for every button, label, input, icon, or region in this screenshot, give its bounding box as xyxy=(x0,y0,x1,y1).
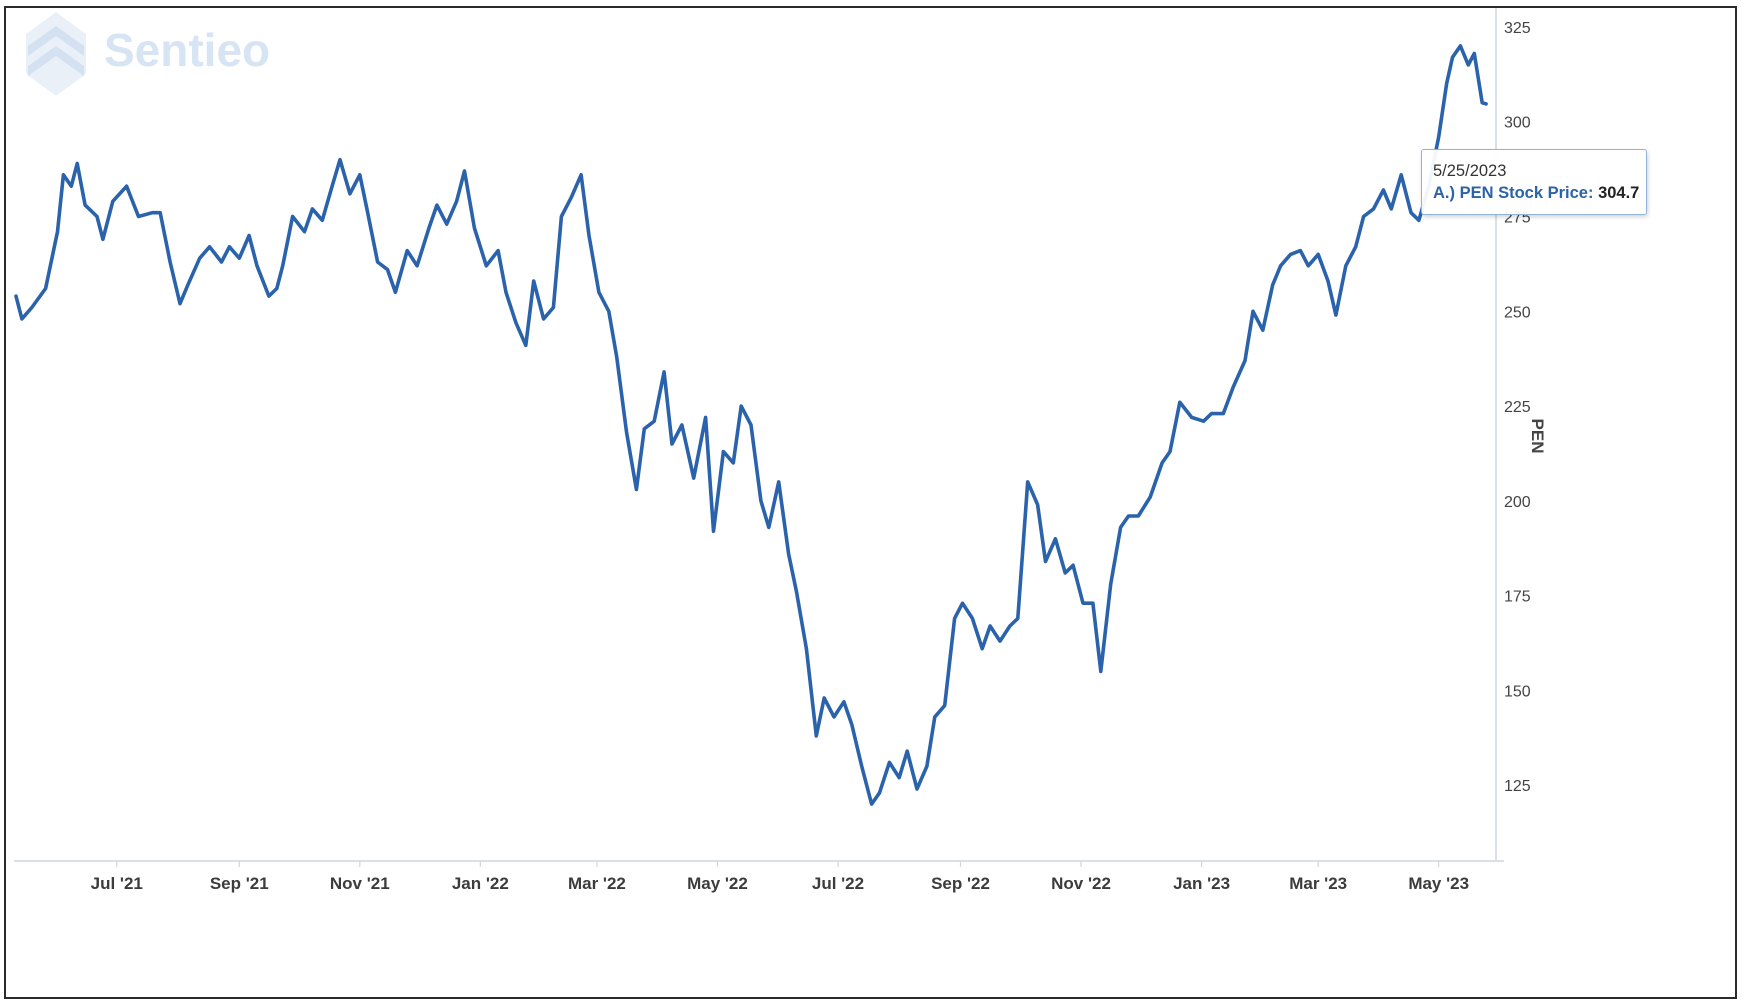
y-tick-label: 200 xyxy=(1504,494,1531,511)
x-tick-label: Sep '22 xyxy=(931,874,990,893)
x-tick-label: Mar '23 xyxy=(1289,874,1347,893)
x-tick-label: Nov '22 xyxy=(1051,874,1111,893)
series-line-pen-stock-price xyxy=(14,44,1488,806)
y-tick-label: 175 xyxy=(1504,589,1531,606)
data-tooltip: 5/25/2023 A.) PEN Stock Price: 304.7 xyxy=(1421,149,1647,215)
tooltip-series-label: A.) PEN Stock Price: xyxy=(1433,184,1594,202)
x-tick-label: May '23 xyxy=(1408,874,1469,893)
y-tick-label: 300 xyxy=(1504,115,1531,132)
y-tick-label: 225 xyxy=(1504,399,1531,416)
y-axis-title: PEN xyxy=(1528,419,1547,454)
sentieo-logo-icon xyxy=(26,12,86,96)
axes xyxy=(14,8,1504,862)
x-tick-label: Nov '21 xyxy=(330,874,390,893)
y-tick-label: 150 xyxy=(1504,683,1531,700)
x-tick-label: Mar '22 xyxy=(568,874,626,893)
y-tick-label: 250 xyxy=(1504,304,1531,321)
chart-frame: Sentieo 125 150 175 200 225 250 275 300 325 Jul … xyxy=(4,6,1737,999)
x-tick-label: Jan '23 xyxy=(1173,874,1230,893)
x-tick-label: Jan '22 xyxy=(452,874,509,893)
y-tick-label: 325 xyxy=(1504,20,1531,37)
tooltip-value: 304.7 xyxy=(1598,184,1640,202)
tooltip-row: A.) PEN Stock Price: 304.7 xyxy=(1433,182,1640,204)
x-tick-label: Jul '22 xyxy=(812,874,864,893)
x-tick-label: Jul '21 xyxy=(91,874,143,893)
series-layer xyxy=(14,44,1488,806)
x-tick-label: May '22 xyxy=(687,874,748,893)
logo-text: Sentieo xyxy=(104,24,270,76)
tooltip-date: 5/25/2023 xyxy=(1433,162,1507,180)
x-axis-ticks: Jul '21 Sep '21 Nov '21 Jan '22 Mar '22 May '… xyxy=(91,861,1469,893)
y-tick-label: 125 xyxy=(1504,778,1531,795)
x-tick-label: Sep '21 xyxy=(210,874,269,893)
